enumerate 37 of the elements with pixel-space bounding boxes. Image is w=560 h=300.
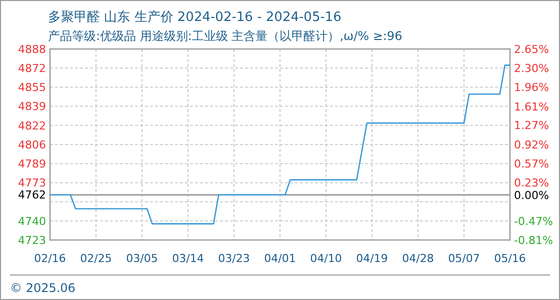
line-series <box>49 64 511 224</box>
x-tick-label: 02/16 <box>34 252 66 265</box>
y-tick-label: 4789 <box>18 157 46 170</box>
y-tick-label: 4806 <box>18 138 46 152</box>
x-tick-label: 03/05 <box>126 252 158 265</box>
y-tick-label: 4888 <box>18 42 46 56</box>
y2-tick-label: 1.61% <box>514 100 549 114</box>
text: © 2025.06 <box>10 281 76 295</box>
y2-tick-label: 2.30% <box>514 62 549 76</box>
y-tick-label: 4822 <box>18 119 46 132</box>
x-tick-label: 04/28 <box>402 252 434 265</box>
x-tick-label: 04/10 <box>310 252 342 265</box>
y-tick-label: 4762 <box>18 188 46 202</box>
x-tick-label: 04/01 <box>264 252 296 265</box>
y-tick-label: 4723 <box>18 234 46 247</box>
x-tick-label: 02/25 <box>80 252 112 265</box>
y2-tick-label: -0.81% <box>514 234 553 247</box>
y-tick-label: 4855 <box>18 81 46 94</box>
y-tick-label: 4872 <box>18 62 46 75</box>
y2-tick-label: 0.00% <box>514 189 549 202</box>
y2-tick-label: 0.23% <box>514 176 549 190</box>
y2-tick-label: 1.27% <box>514 119 549 132</box>
x-tick-label: 03/14 <box>172 252 204 265</box>
y2-tick-label: 2.65% <box>514 42 549 56</box>
x-tick-label: 05/16 <box>494 252 526 265</box>
y2-tick-label: -0.47% <box>514 215 553 228</box>
y-tick-label: 4740 <box>18 214 46 228</box>
y-tick-label: 4839 <box>18 100 46 114</box>
chart-subtitle: 产品等级:优级品 用途级别:工业级 主含量（以甲醛计）,ω/% ≥:96 <box>48 29 402 43</box>
y2-tick-label: 1.96% <box>514 80 549 94</box>
y2-tick-label: 0.57% <box>514 158 549 171</box>
y2-tick-label: 0.92% <box>514 138 549 152</box>
x-tick-label: 05/07 <box>448 252 480 265</box>
chart-title: 多聚甲醛 山东 生产价 2024-02-16 - 2024-05-16 <box>48 10 342 25</box>
x-tick-label: 03/23 <box>218 252 250 265</box>
y-tick-label: 4773 <box>18 176 46 190</box>
x-tick-label: 04/19 <box>356 252 388 265</box>
